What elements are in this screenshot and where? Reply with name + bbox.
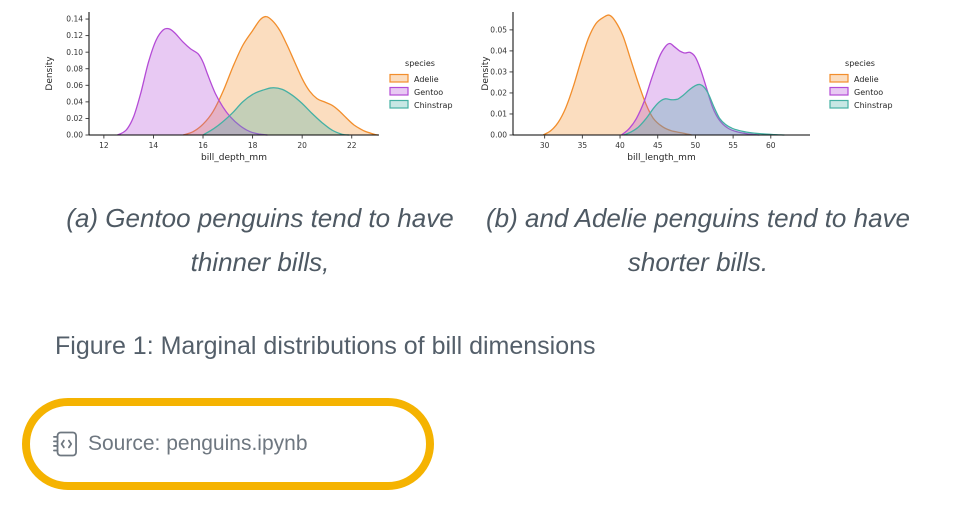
figure-panels: 12 14 16 18 20 22 0.00 0.02 0.04 0.06 0.08 0.10 0.12… bbox=[0, 2, 960, 177]
y-axis-label: Density bbox=[45, 56, 55, 91]
x-tick-label: 40 bbox=[615, 141, 625, 150]
y-tick-label: 0.02 bbox=[490, 89, 507, 98]
legend-label: Chinstrap bbox=[854, 101, 893, 110]
kde-fill-gentoo bbox=[117, 28, 268, 135]
x-axis-label: bill_depth_mm bbox=[201, 153, 267, 163]
kde-line-gentoo bbox=[621, 42, 760, 136]
kde-line-adelie bbox=[182, 15, 378, 136]
y-tick-label: 0.05 bbox=[490, 25, 507, 34]
source-prefix: Source: bbox=[88, 432, 161, 455]
y-tick-label: 0.02 bbox=[66, 114, 83, 123]
x-tick-label: 30 bbox=[540, 141, 550, 150]
subcaption-b: (b) and Adelie penguins tend to have sho… bbox=[485, 203, 910, 277]
y-tick-label: 0.06 bbox=[66, 81, 83, 90]
x-tick-label: 20 bbox=[297, 141, 307, 150]
kde-fill-chinstrap bbox=[623, 84, 785, 135]
legend-swatch-chinstrap bbox=[389, 99, 409, 109]
kde-fill-chinstrap bbox=[203, 87, 350, 135]
kde-line-chinstrap bbox=[202, 87, 350, 136]
y-tick-label: 0.01 bbox=[490, 110, 507, 119]
x-tick-label: 14 bbox=[149, 141, 159, 150]
x-axis-label: bill_length_mm bbox=[627, 153, 695, 163]
kde-line-adelie bbox=[542, 14, 692, 136]
legend-swatch-chinstrap bbox=[829, 99, 849, 109]
x-tick-label: 45 bbox=[653, 141, 663, 150]
y-tick-label: 0.10 bbox=[66, 48, 83, 57]
x-tick-label: 22 bbox=[347, 141, 357, 150]
legend-label: Gentoo bbox=[414, 88, 443, 97]
kde-line-chinstrap bbox=[623, 83, 785, 136]
legend-label: Gentoo bbox=[854, 88, 883, 97]
journal-code-icon bbox=[52, 430, 78, 458]
legend-title: species bbox=[845, 59, 875, 68]
axes-spines bbox=[512, 12, 810, 136]
x-tick-label: 50 bbox=[691, 141, 701, 150]
y-tick-label: 0.00 bbox=[66, 131, 83, 140]
y-axis-label: Density bbox=[481, 56, 491, 91]
axes-spines bbox=[88, 12, 379, 136]
y-tick-label: 0.08 bbox=[66, 64, 83, 73]
x-tick-label: 16 bbox=[198, 141, 208, 150]
kde-chart-bill-depth: 12 14 16 18 20 22 0.00 0.02 0.04 0.06 0.08 0.10 0.12… bbox=[45, 12, 453, 163]
source-link[interactable]: penguins.ipynb bbox=[166, 432, 308, 455]
y-tick-label: 0.14 bbox=[66, 15, 83, 24]
y-tick-label: 0.12 bbox=[66, 31, 83, 40]
legend-swatch-adelie bbox=[389, 73, 409, 83]
legend-label: Adelie bbox=[414, 75, 439, 84]
figure-caption: Figure 1: Marginal distributions of bill… bbox=[55, 332, 596, 360]
legend-label: Chinstrap bbox=[414, 101, 453, 110]
x-tick-label: 60 bbox=[766, 141, 776, 150]
source-line: Source: penguins.ipynb bbox=[88, 432, 308, 456]
legend-swatch-adelie bbox=[829, 73, 849, 83]
kde-chart-bill-length: 30 35 40 45 50 55 60 0.00 0.01 0.02 0.03 0.04 0.05 bi… bbox=[481, 12, 893, 163]
kde-line-gentoo bbox=[117, 27, 268, 136]
y-tick-label: 0.04 bbox=[66, 97, 83, 106]
y-tick-label: 0.04 bbox=[490, 46, 507, 55]
y-tick-label: 0.03 bbox=[490, 68, 507, 77]
legend-swatch-gentoo bbox=[829, 86, 849, 96]
x-tick-label: 12 bbox=[99, 141, 109, 150]
legend-swatch-gentoo bbox=[389, 86, 409, 96]
legend-title: species bbox=[405, 59, 435, 68]
kde-fill-adelie bbox=[183, 16, 378, 136]
x-tick-label: 35 bbox=[578, 141, 588, 150]
legend-label: Adelie bbox=[854, 75, 879, 84]
y-tick-label: 0.00 bbox=[490, 131, 507, 140]
x-tick-label: 18 bbox=[248, 141, 258, 150]
highlight-annotation: Source: penguins.ipynb bbox=[22, 398, 434, 490]
kde-fill-adelie bbox=[543, 15, 692, 135]
x-tick-label: 55 bbox=[728, 141, 738, 150]
subcaption-a: (a) Gentoo penguins tend to have thinner… bbox=[66, 203, 454, 277]
